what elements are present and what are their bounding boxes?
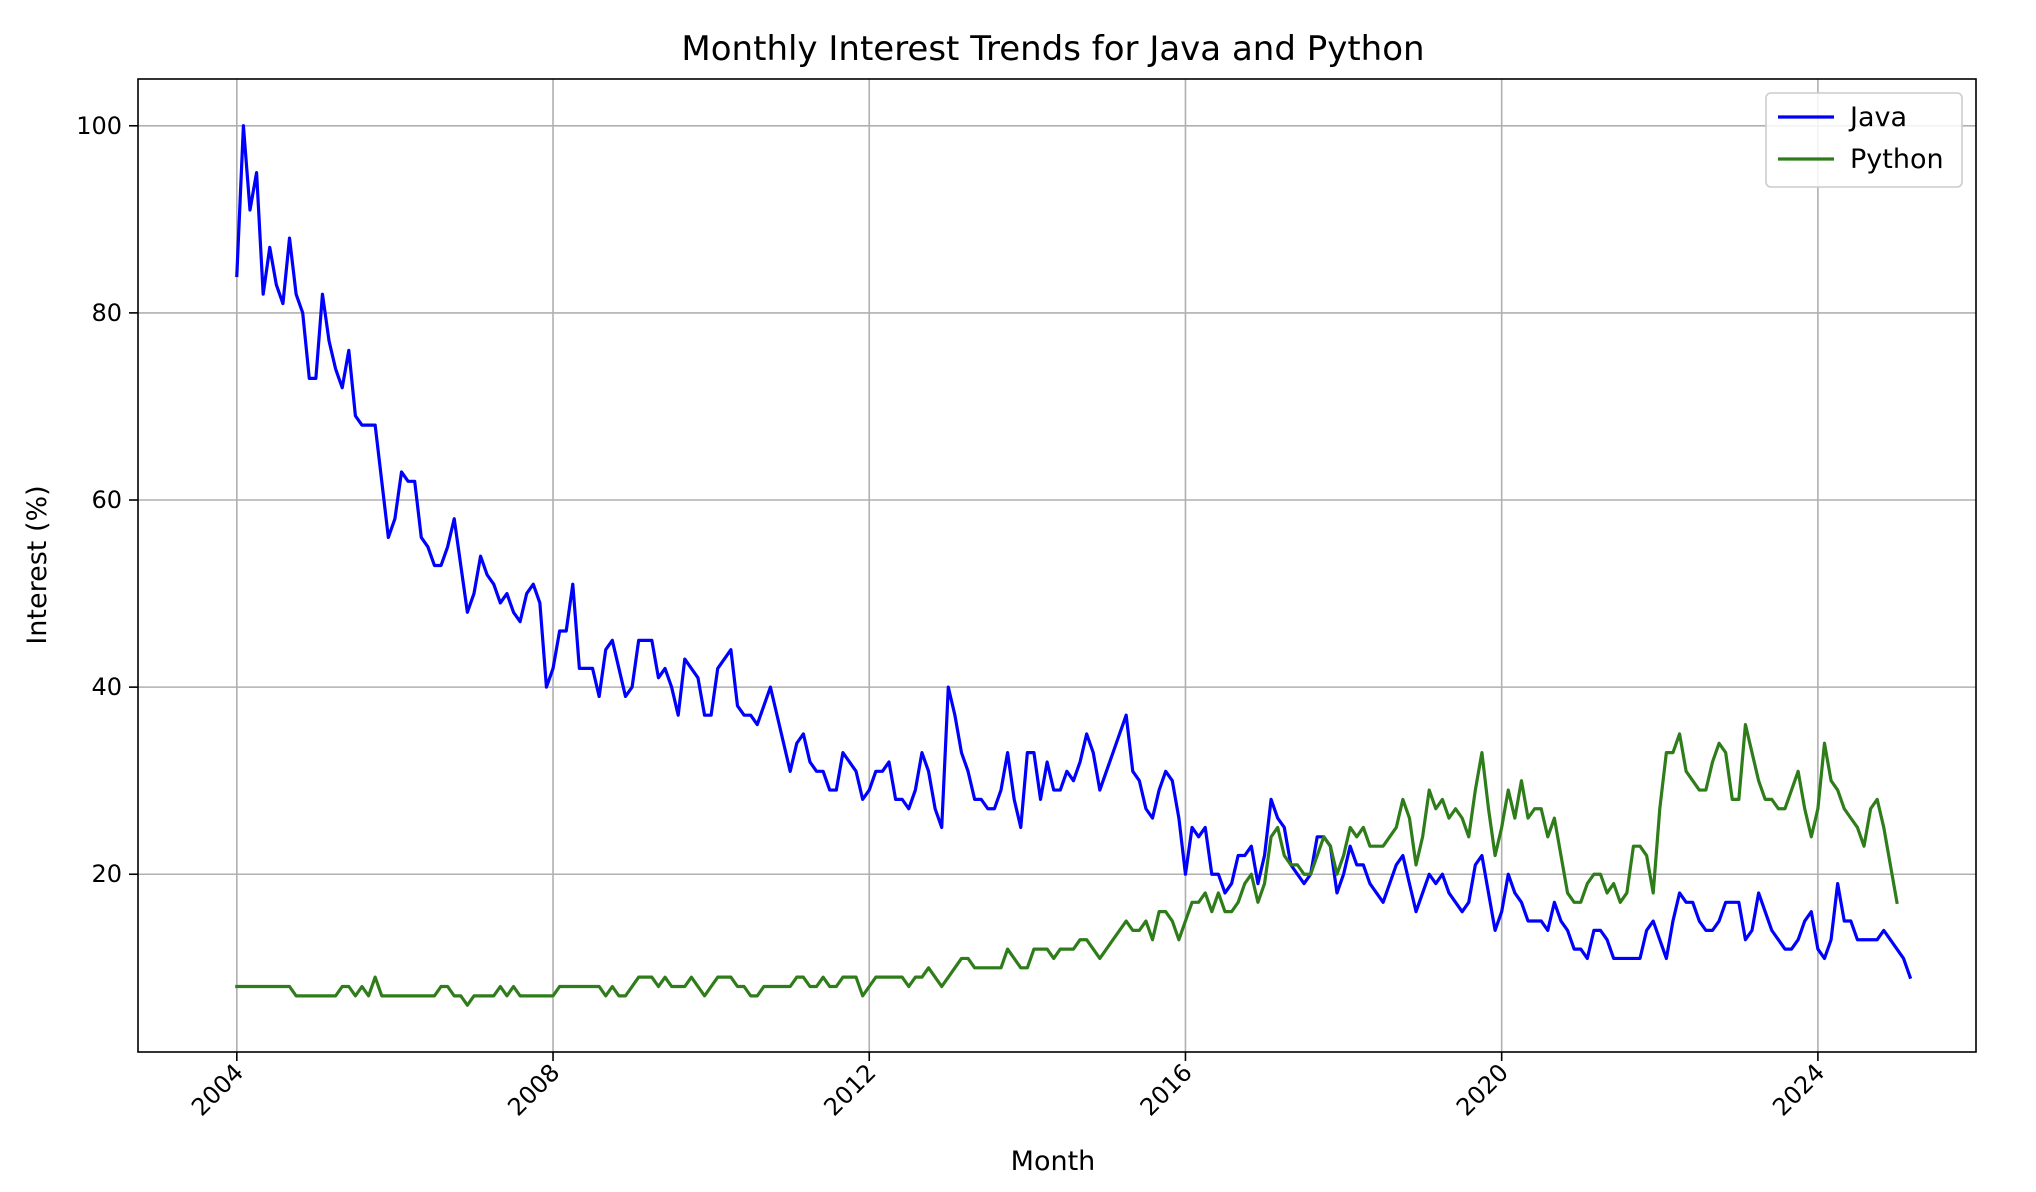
y-axis: 20 40 60 80 100	[76, 112, 138, 888]
plot-frame	[137, 78, 1977, 1053]
y-tick-label: 100	[76, 112, 122, 140]
series-lines	[235, 124, 1913, 1007]
y-tick-label: 80	[91, 299, 122, 327]
chart-title: Monthly Interest Trends for Java and Pyt…	[681, 29, 1424, 69]
y-axis-title: Interest (%)	[22, 485, 53, 644]
legend: Java Python	[1765, 92, 1963, 188]
y-tick-label: 20	[91, 860, 122, 888]
legend-label: Python	[1850, 144, 1944, 175]
x-axis-title: Month	[1011, 1146, 1096, 1177]
y-tick-label: 40	[91, 673, 122, 701]
legend-label: Java	[1848, 102, 1907, 133]
grid	[138, 79, 1976, 1052]
y-tick-label: 60	[91, 486, 122, 514]
series-line-python	[235, 722, 1899, 1007]
series-line-java	[235, 124, 1913, 980]
